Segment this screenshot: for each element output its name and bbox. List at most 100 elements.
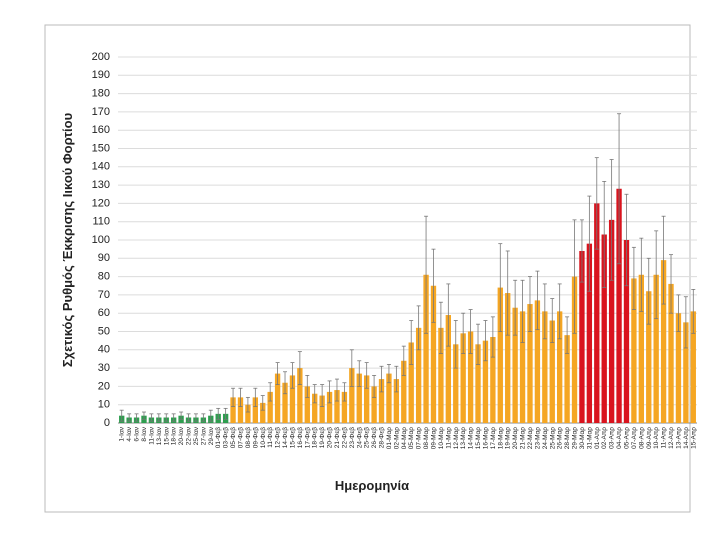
error-bar <box>654 230 659 320</box>
error-bar <box>587 195 592 292</box>
x-tick-label: 12-Απρ <box>668 427 675 449</box>
bar <box>505 293 511 423</box>
error-bar <box>683 296 688 349</box>
y-tick-label: 40 <box>98 344 110 356</box>
bar <box>312 393 318 423</box>
x-tick-label: 10-Μαρ <box>438 427 445 450</box>
bar <box>304 386 310 423</box>
x-tick-label: 18-Ιαν <box>171 427 178 445</box>
x-tick-label: 6-Ιαν <box>134 427 141 442</box>
x-axis-title: Ημερομηνία <box>335 478 409 493</box>
error-bar <box>312 384 317 404</box>
error-bar <box>260 395 265 411</box>
x-tick-label: 15-Ιαν <box>163 427 170 445</box>
x-tick-label: 25-Μαρ <box>549 427 556 450</box>
bar <box>438 327 444 423</box>
error-bar <box>334 378 339 402</box>
x-tick-label: 11-Φεβ <box>267 427 274 448</box>
error-bar <box>320 384 325 407</box>
bar <box>601 234 607 423</box>
bar <box>668 283 674 423</box>
bar <box>616 188 622 423</box>
error-bar <box>305 375 310 398</box>
bar <box>482 340 489 423</box>
error-bar <box>542 283 547 340</box>
y-tick-label: 170 <box>92 106 110 118</box>
error-bar <box>379 365 384 393</box>
error-bar <box>527 276 532 332</box>
x-tick-label: 11-Απρ <box>661 427 668 449</box>
x-tick-label: 18-Φεβ <box>312 427 319 448</box>
bar <box>557 311 563 423</box>
x-tick-label: 11-Ιαν <box>148 427 155 445</box>
error-bar <box>216 407 221 420</box>
error-bar <box>617 113 622 265</box>
x-tick-label: 10-Φεβ <box>260 427 267 448</box>
x-tick-label: 03-Απρ <box>609 427 616 449</box>
bar <box>237 397 244 423</box>
bar <box>297 368 303 423</box>
y-tick-label: 10 <box>98 399 110 411</box>
error-bar <box>572 219 577 334</box>
bar <box>356 373 362 423</box>
bar <box>274 373 281 423</box>
x-tick-label: 19-Μαρ <box>505 427 512 450</box>
error-bar <box>505 250 510 336</box>
error-bar <box>208 409 213 422</box>
bar <box>393 379 400 423</box>
bar <box>690 311 696 423</box>
x-tick-label: 22-Μαρ <box>527 427 534 450</box>
bar <box>349 368 355 423</box>
error-bar <box>193 413 198 422</box>
bar <box>282 382 288 423</box>
error-bar <box>431 248 436 323</box>
error-bar <box>565 316 570 354</box>
x-tick-label: 8-Ιαν <box>141 427 148 442</box>
error-bar <box>624 193 629 287</box>
bar <box>245 404 251 423</box>
x-tick-label: 23-Μαρ <box>534 427 541 450</box>
x-tick-label: 08-Μαρ <box>423 427 430 450</box>
x-tick-label: 07-Απρ <box>631 427 638 449</box>
error-bar <box>483 320 488 362</box>
bar <box>267 391 273 423</box>
error-bar <box>179 411 184 420</box>
bar <box>586 243 593 423</box>
bar <box>519 311 526 423</box>
y-tick-label: 180 <box>92 88 110 100</box>
error-bar <box>401 345 406 376</box>
error-bar <box>579 219 584 283</box>
error-bar <box>290 362 295 389</box>
bar <box>534 300 541 423</box>
x-tick-label: 13-Μαρ <box>460 427 467 450</box>
bar <box>326 391 333 423</box>
x-tick-label: 04-Απρ <box>616 427 623 449</box>
bar <box>453 344 459 423</box>
y-tick-label: 70 <box>98 289 110 301</box>
error-bar <box>342 382 347 402</box>
error-bar <box>520 279 525 343</box>
x-tick-label: 01-Φεβ <box>215 427 222 448</box>
x-tick-label: 15-Φεβ <box>289 427 296 448</box>
error-bar <box>535 270 540 331</box>
error-bar <box>498 243 503 332</box>
y-tick-label: 200 <box>92 51 110 63</box>
bar <box>252 397 258 423</box>
bar <box>386 373 392 423</box>
error-bar <box>669 254 674 314</box>
bar <box>415 327 422 423</box>
x-tick-label: 28-Φεβ <box>379 427 386 448</box>
error-bar <box>171 413 176 422</box>
bar <box>594 203 600 423</box>
x-tick-label: 22-Φεβ <box>341 427 348 448</box>
error-bar <box>156 413 161 422</box>
error-bar <box>550 298 555 343</box>
bar <box>260 402 266 423</box>
error-bar <box>372 375 377 398</box>
x-tick-label: 05-Απρ <box>623 427 630 449</box>
x-tick-label: 26-Φεβ <box>371 427 378 448</box>
error-bar <box>461 312 466 354</box>
bar <box>527 304 533 423</box>
x-tick-label: 23-Φεβ <box>349 427 356 448</box>
x-tick-label: 31-Μαρ <box>586 427 593 450</box>
